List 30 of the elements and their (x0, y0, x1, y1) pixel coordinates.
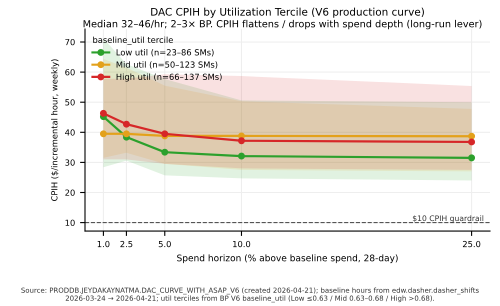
point (468, 132, 476, 140)
y-tick-label: 30 (65, 159, 75, 166)
point (161, 148, 168, 156)
point (468, 154, 476, 162)
x-tick-label: 25.0 (462, 240, 480, 248)
y-tick-label: 50 (65, 99, 75, 106)
y-tick-label: 70 (65, 38, 75, 46)
y-tick-label: 20 (65, 189, 75, 196)
point (468, 138, 476, 146)
legend-title: baseline_util tercile (93, 36, 173, 45)
chart-title: DAC CPIH by Utilization Tercile (V6 production curve) (151, 8, 424, 18)
x-tick-label: 1.0 (98, 240, 110, 248)
y-axis-title: CPIH ($/incremental hour, weekly) (51, 59, 60, 201)
point (238, 137, 245, 144)
x-axis-title: Spend horizon (% above baseline spend, 28-day) (177, 254, 398, 264)
point (122, 130, 130, 138)
y-tick-label: 10 (66, 220, 75, 226)
point (100, 130, 107, 138)
x-tick-label: 5.0 (158, 240, 171, 248)
legend-label: Low util (n=23–86 SMs) (116, 49, 214, 56)
point (122, 120, 130, 128)
point (238, 152, 245, 160)
y-tick-label: 60 (65, 69, 75, 76)
chart-subtitle: Median 32–46/hr; 2–3× BP. CPIH flattens / drops with spend depth (long-run lever) (84, 20, 482, 30)
legend-label: High util (n=66–137 SMs) (116, 73, 222, 82)
legend-label: Mid util (n=50–123 SMs) (116, 61, 218, 69)
point (100, 110, 107, 117)
y-tick-label: 40 (65, 129, 75, 136)
x-tick-label: 2.5 (120, 240, 132, 248)
x-tick-label: 10.0 (233, 240, 250, 248)
